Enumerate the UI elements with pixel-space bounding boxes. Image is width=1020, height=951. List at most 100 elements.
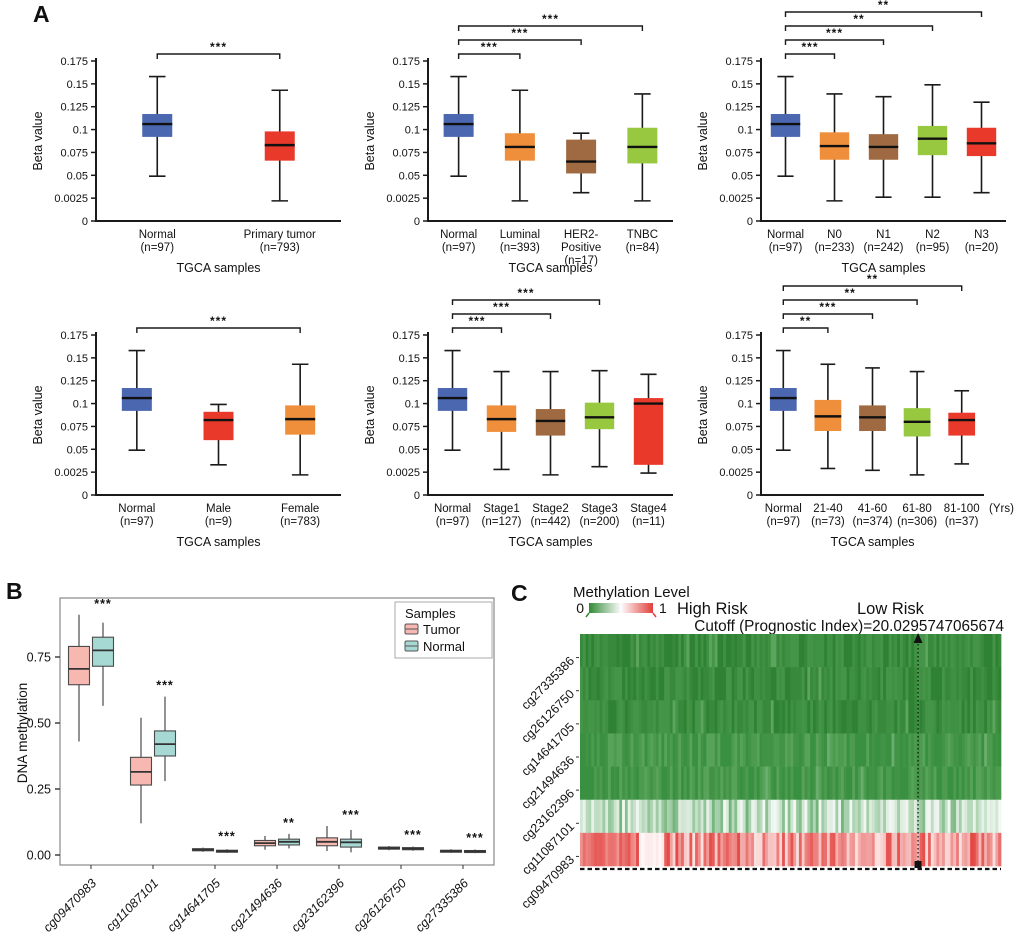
heatmap-cell [652, 799, 657, 834]
x-axis-label: TGCA samples [830, 535, 914, 549]
heatmap-cell [723, 766, 727, 801]
heatmap-cell [953, 667, 957, 701]
heatmap-cell [832, 667, 836, 701]
heatmap-cell [692, 832, 696, 867]
heatmap-cell [787, 667, 791, 701]
heatmap-cell [964, 667, 968, 701]
heatmap-cell [897, 799, 901, 834]
heatmap-cell [711, 799, 716, 834]
heatmap-cell [888, 733, 892, 767]
heatmap-cell [804, 634, 808, 668]
heatmap-cell [841, 733, 845, 767]
y-tick-label: 0.075 [725, 147, 753, 159]
heatmap-cell [700, 733, 704, 767]
heatmap-cell [782, 700, 786, 734]
heatmap-cell [790, 799, 794, 834]
colorbar-right-hook [652, 612, 657, 618]
heatmap-cell [849, 766, 853, 801]
heatmap-cell [728, 832, 732, 867]
heatmap-cell [807, 799, 811, 834]
heatmap-cell [894, 700, 898, 734]
y-tick-label: 0 [414, 490, 420, 502]
heatmap-cell [972, 667, 977, 701]
heatmap-cell [855, 832, 859, 867]
heatmap-cell [754, 700, 758, 734]
heatmap-cell [843, 733, 847, 767]
y-tick-label: 0.05 [67, 444, 88, 456]
heatmap-cell [857, 766, 862, 801]
heatmap-cell [692, 766, 696, 801]
category-label: (n=97) [769, 242, 803, 254]
heatmap-cell [832, 832, 836, 867]
heatmap-cell [667, 667, 671, 701]
heatmap-cell [942, 700, 946, 734]
heatmap-cell [970, 634, 974, 668]
heatmap-cell [981, 766, 985, 801]
heatmap-cell [756, 634, 760, 668]
heatmap-cell [871, 832, 876, 867]
heatmap-cell [852, 766, 856, 801]
heatmap-cell [804, 832, 808, 867]
heatmap-cell [824, 667, 828, 701]
y-tick-label: 0.125 [725, 102, 753, 114]
heatmap-cell [804, 799, 808, 834]
heatmap-cell [706, 799, 710, 834]
heatmap-cell [877, 700, 881, 734]
heatmap-cell [728, 634, 732, 668]
heatmap-cell [860, 799, 864, 834]
heatmap-cell [768, 667, 772, 701]
heatmap-cell [950, 700, 954, 734]
heatmap-cell [711, 700, 716, 734]
heatmap-cell [784, 733, 789, 767]
heatmap-cell [768, 766, 772, 801]
heatmap-cell [599, 634, 603, 668]
significance-bracket [457, 25, 644, 31]
heatmap-cell [838, 634, 842, 668]
heatmap-cell [894, 766, 898, 801]
heatmap-cell [638, 634, 643, 668]
category-label: TNBC [627, 229, 658, 241]
heatmap-cell [942, 733, 946, 767]
heatmap-cell [967, 700, 971, 734]
heatmap-cell [627, 667, 631, 701]
heatmap-cell [678, 832, 682, 867]
heatmap-cell [812, 799, 817, 834]
heatmap-cell [992, 766, 996, 801]
heatmap-cell [742, 700, 746, 734]
heatmap-cell [751, 733, 755, 767]
heatmap-cell [877, 799, 881, 834]
heatmap-cell [838, 799, 842, 834]
heatmap-cell [801, 766, 805, 801]
heatmap-cell [897, 733, 901, 767]
heatmap-cell [874, 766, 878, 801]
heatmap-cell [636, 832, 640, 867]
heatmap-cell [998, 700, 1002, 734]
heatmap-cell [776, 667, 780, 701]
colorbar [589, 603, 653, 613]
heatmap-cell [591, 799, 595, 834]
heatmap-cell [709, 832, 713, 867]
x-axis-label: TGCA samples [176, 261, 260, 275]
heatmap-cell [683, 832, 688, 867]
heatmap-cell [953, 766, 957, 801]
heatmap-cell [866, 766, 870, 801]
heatmap-cell [885, 832, 890, 867]
heatmap-cell [855, 634, 859, 668]
heatmap-cell [897, 634, 901, 668]
y-tick-label: 0 [82, 490, 88, 502]
heatmap-cell [627, 799, 631, 834]
heatmap-cell [807, 634, 811, 668]
heatmap-cell [807, 766, 811, 801]
heatmap-cell [608, 799, 612, 834]
heatmap-cell [984, 667, 988, 701]
heatmap-cell [846, 634, 850, 668]
significance-bracket [451, 327, 503, 333]
heatmap-cell [843, 766, 847, 801]
heatmap-cell [925, 667, 929, 701]
category-label: Luminal [500, 229, 540, 241]
heatmap-cell [599, 700, 603, 734]
heatmap-cell [933, 799, 937, 834]
heatmap-cell [633, 634, 637, 668]
heatmap-cell [652, 667, 657, 701]
heatmap-cell [790, 766, 794, 801]
